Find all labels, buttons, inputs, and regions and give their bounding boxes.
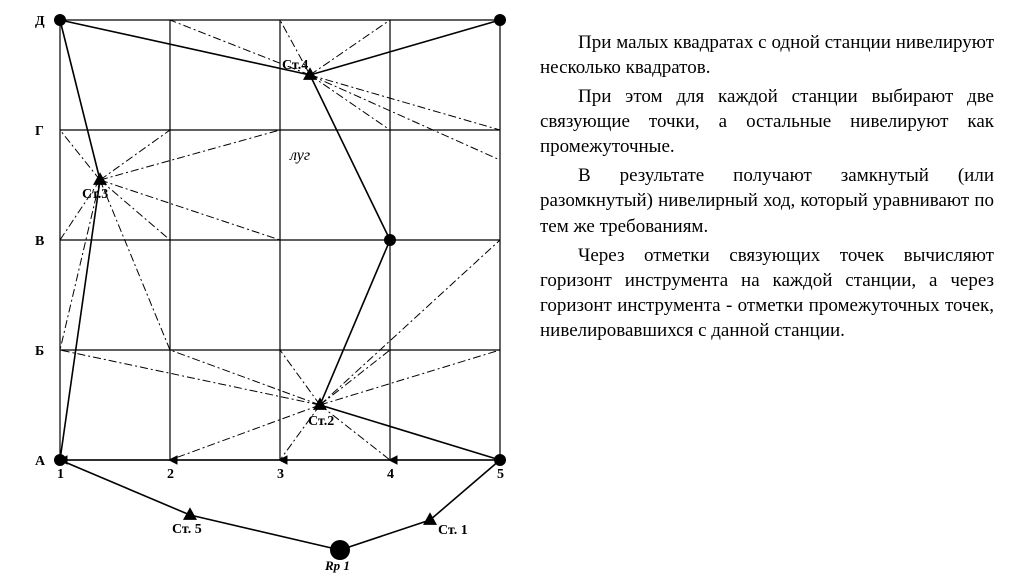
traverse-edge xyxy=(320,240,390,405)
node-circle-icon xyxy=(384,234,396,246)
sight-line xyxy=(310,75,390,130)
sight-line xyxy=(100,130,170,180)
sight-line xyxy=(320,240,500,405)
sight-line xyxy=(280,350,320,405)
row-label: А xyxy=(35,454,46,469)
station-label: Ст.2 xyxy=(308,414,334,429)
traverse-edge xyxy=(310,75,390,240)
traverse-edge xyxy=(430,460,500,520)
description-text: При малых квадратах с одной станции ниве… xyxy=(520,0,1024,574)
survey-diagram: Д Г В Б А1 2 3 4 5 Ст.4 Ст.3 Ст.2 Ст. 5 Ст. 1 луг Rp 1 xyxy=(0,0,520,574)
sight-line xyxy=(310,75,500,130)
sight-line xyxy=(100,180,170,350)
node-circle-icon xyxy=(54,454,66,466)
region-label: луг xyxy=(289,147,310,164)
traverse-edge xyxy=(190,515,340,550)
traverse-edge xyxy=(60,180,100,460)
traverse-edge xyxy=(340,520,430,550)
station-label: Ст. 5 xyxy=(172,522,202,537)
sight-line xyxy=(310,20,390,75)
sight-line xyxy=(60,350,320,405)
paragraph: В результате получают замкнутый (или раз… xyxy=(540,163,994,238)
col-label: 2 xyxy=(167,467,174,482)
col-label: 3 xyxy=(277,467,284,482)
row-label: Д xyxy=(35,14,45,29)
sight-line xyxy=(170,405,320,460)
paragraph: При этом для каждой станции выбирают две… xyxy=(540,84,994,159)
traverse-edge xyxy=(60,20,310,75)
sight-line xyxy=(320,350,500,405)
node-circle-icon xyxy=(54,14,66,26)
benchmark-label: Rp 1 xyxy=(324,558,350,573)
col-label: 5 xyxy=(497,467,504,482)
row-label: Г xyxy=(35,124,44,139)
col-label: 4 xyxy=(387,467,394,482)
station-label: Ст.4 xyxy=(282,58,308,73)
row-label: Б xyxy=(35,344,44,359)
traverse-edge xyxy=(310,20,500,75)
station-label: Ст. 1 xyxy=(438,523,468,538)
paragraph: Через отметки связующих точек вычисляют … xyxy=(540,243,994,343)
node-circle-icon xyxy=(494,14,506,26)
node-circle-icon xyxy=(330,540,350,560)
sight-line xyxy=(100,180,170,240)
sight-line xyxy=(320,350,390,405)
sight-line xyxy=(310,75,500,160)
sight-line xyxy=(170,350,320,405)
sight-line xyxy=(100,180,280,240)
sight-line xyxy=(100,130,280,180)
node-circle-icon xyxy=(494,454,506,466)
paragraph: При малых квадратах с одной станции ниве… xyxy=(540,30,994,80)
col-label: 1 xyxy=(57,467,64,482)
page-root: ДГВБА12345Ст.4Ст.3Ст.2Ст. 5Ст. 1лугRp 1 … xyxy=(0,0,1024,574)
traverse-edge xyxy=(60,20,100,180)
row-label: В xyxy=(35,234,44,249)
station-triangle-icon xyxy=(423,512,437,525)
traverse-edge xyxy=(320,405,500,460)
station-label: Ст.3 xyxy=(82,187,108,202)
